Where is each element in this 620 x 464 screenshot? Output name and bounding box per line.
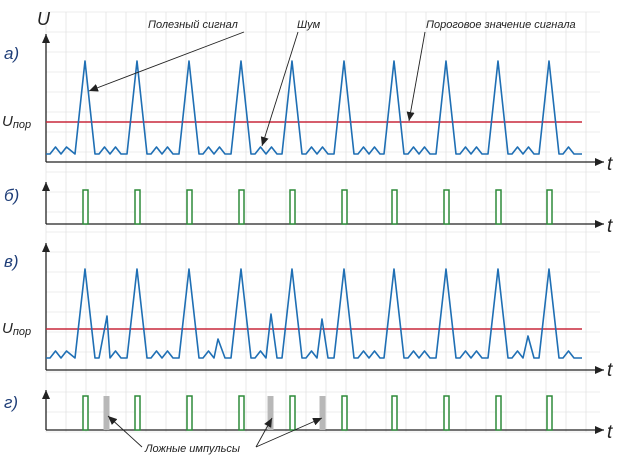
- pulse-g-10: [546, 395, 553, 431]
- false-pulse-pointer-1: [107, 415, 143, 448]
- pulse-b-1: [82, 189, 89, 225]
- threshold-label-v: Uпор: [2, 320, 31, 338]
- noise-annotation: Шум: [297, 19, 321, 31]
- t-axis-label-a: t: [607, 154, 613, 175]
- false-pulse-1: [103, 396, 110, 430]
- pulse-b-4: [238, 189, 245, 225]
- pulse-g-1: [82, 395, 89, 431]
- useful-signal-annotation: Полезный сигнал: [148, 19, 238, 31]
- false-pulses-annotation: Ложные импульсы: [144, 443, 240, 455]
- pulse-b-7: [391, 189, 398, 225]
- pulse-b-9: [495, 189, 502, 225]
- threshold-label-a: Uпор: [2, 113, 31, 131]
- background-grid: [45, 11, 600, 433]
- false-pulse-pointer-2: [255, 417, 273, 448]
- pulse-b-6: [341, 189, 348, 225]
- useful-signal-pointer: [88, 31, 245, 92]
- signal-trace-v: [46, 268, 582, 359]
- pulse-g-2: [134, 395, 141, 431]
- pulse-b-2: [134, 189, 141, 225]
- pulse-b-10: [546, 189, 553, 225]
- noise-pointer: [260, 31, 299, 147]
- pulse-b-5: [289, 189, 296, 225]
- false-pulse-2: [267, 396, 274, 430]
- pulse-g-5: [289, 395, 296, 431]
- u-axis-label: U: [37, 9, 51, 29]
- pulse-g-4: [238, 395, 245, 431]
- panel-label-g: г): [4, 393, 18, 412]
- threshold-pointer: [406, 31, 426, 122]
- panel-label-a: а): [4, 44, 19, 63]
- pulse-train-b: [82, 189, 553, 225]
- t-axis-label-g: t: [607, 422, 613, 443]
- panel-label-v: в): [4, 252, 19, 271]
- t-axis-label-v: t: [607, 360, 613, 381]
- t-axis-label-b: t: [607, 216, 613, 237]
- pulse-g-8: [443, 395, 450, 431]
- false-pulse-3: [319, 396, 326, 430]
- pulse-g-6: [341, 395, 348, 431]
- pulse-g-7: [391, 395, 398, 431]
- pulse-train-g: [82, 395, 553, 431]
- panel-label-b: б): [4, 186, 19, 205]
- pulse-b-8: [443, 189, 450, 225]
- pulse-b-3: [186, 189, 193, 225]
- threshold-annotation: Пороговое значение сигнала: [426, 19, 576, 31]
- pulse-g-3: [186, 395, 193, 431]
- false-pulse-pointer-3: [255, 417, 323, 448]
- signal-trace-a: [46, 60, 582, 155]
- pulse-g-9: [495, 395, 502, 431]
